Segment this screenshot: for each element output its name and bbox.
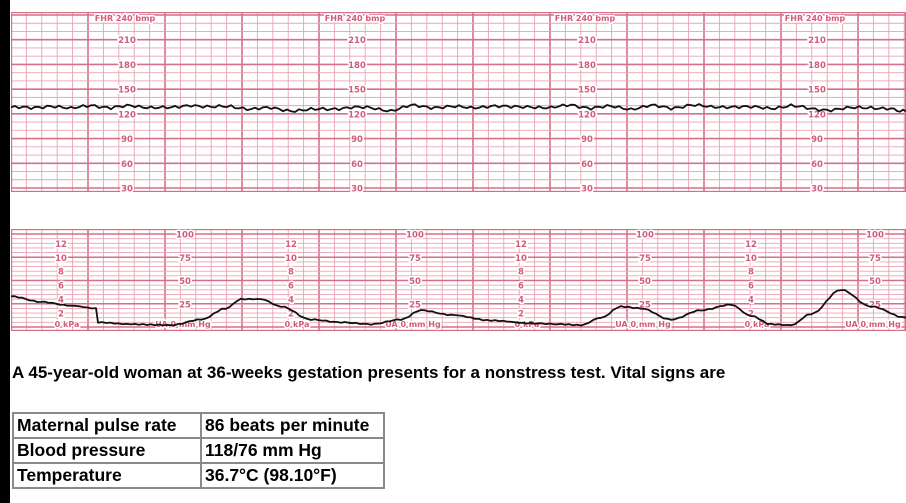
- ua-kpa-tick-label: 12: [745, 240, 757, 250]
- ua-kpa-tick-label: 10: [745, 254, 757, 264]
- vital-value: 118/76 mm Hg: [200, 437, 385, 464]
- ua-mmhg-tick-label: 50: [639, 277, 651, 287]
- fhr-tick-label: 90: [121, 135, 133, 145]
- ua-kpa-axis-label: 0 kPa: [745, 320, 770, 329]
- table-row: Maternal pulse rate 86 beats per minute: [12, 412, 385, 439]
- fhr-tick-label: 180: [118, 61, 136, 71]
- ua-mmhg-tick-label: 75: [409, 254, 421, 264]
- table-row: Temperature 36.7°C (98.10°F): [12, 462, 385, 489]
- fhr-axis-title: FHR 240 bmp: [785, 14, 846, 23]
- ua-kpa-tick-label: 6: [518, 282, 524, 292]
- ua-kpa-tick-label: 4: [288, 296, 294, 306]
- fhr-tick-label: 30: [811, 185, 823, 193]
- ua-kpa-tick-label: 6: [748, 282, 754, 292]
- ua-mmhg-tick-label: 75: [639, 254, 651, 264]
- fhr-tick-label: 60: [351, 160, 363, 170]
- ua-kpa-tick-label: 12: [55, 240, 67, 250]
- fhr-tick-label: 30: [581, 185, 593, 193]
- ua-kpa-axis-label: 0 kPa: [515, 320, 540, 329]
- ua-mmhg-axis-label: UA 0 mm Hg: [385, 320, 441, 329]
- ua-kpa-axis-label: 0 kPa: [55, 320, 80, 329]
- fhr-tick-label: 90: [811, 135, 823, 145]
- ua-mmhg-axis-label: UA 0 mm Hg: [845, 320, 901, 329]
- ua-kpa-tick-label: 10: [55, 254, 67, 264]
- ua-mmhg-axis-label: UA 0 mm Hg: [155, 320, 211, 329]
- fhr-tick-label: 150: [578, 86, 596, 96]
- left-border-bar: [0, 0, 10, 503]
- fhr-axis-title: FHR 240 bmp: [555, 14, 616, 23]
- vital-label: Maternal pulse rate: [12, 412, 202, 439]
- fhr-tick-label: 120: [118, 110, 136, 120]
- fhr-tick-label: 60: [811, 160, 823, 170]
- fhr-tick-label: 90: [581, 135, 593, 145]
- ua-mmhg-tick-label: 50: [179, 277, 191, 287]
- fhr-tick-label: 180: [808, 61, 826, 71]
- vital-signs-table: Maternal pulse rate 86 beats per minute …: [12, 412, 385, 489]
- ua-kpa-tick-label: 4: [58, 296, 64, 306]
- ua-mmhg-tick-label: 75: [869, 254, 881, 264]
- question-stem: A 45-year-old woman at 36-weeks gestatio…: [12, 363, 726, 382]
- fhr-tick-label: 150: [808, 86, 826, 96]
- fhr-axis-title: FHR 240 bmp: [95, 14, 156, 23]
- fhr-tick-label: 210: [578, 36, 596, 46]
- fhr-tick-label: 60: [121, 160, 133, 170]
- ua-mmhg-tick-label: 100: [406, 231, 424, 241]
- vital-value: 36.7°C (98.10°F): [200, 462, 385, 489]
- ua-kpa-tick-label: 4: [518, 296, 524, 306]
- ua-kpa-tick-label: 2: [748, 310, 754, 320]
- ua-mmhg-tick-label: 75: [179, 254, 191, 264]
- fhr-tick-label: 60: [581, 160, 593, 170]
- vital-value: 86 beats per minute: [200, 412, 385, 439]
- fhr-tick-label: 120: [348, 110, 366, 120]
- fhr-tick-label: 30: [121, 185, 133, 193]
- ua-kpa-tick-label: 2: [518, 310, 524, 320]
- ua-kpa-tick-label: 10: [515, 254, 527, 264]
- ua-kpa-tick-label: 8: [288, 268, 294, 278]
- ua-kpa-tick-label: 2: [58, 310, 64, 320]
- fhr-tick-label: 150: [348, 86, 366, 96]
- grid: [11, 12, 906, 192]
- ua-kpa-tick-label: 8: [58, 268, 64, 278]
- ua-mmhg-tick-label: 100: [176, 231, 194, 241]
- ua-mmhg-tick-label: 50: [409, 277, 421, 287]
- ua-mmhg-axis-label: UA 0 mm Hg: [615, 320, 671, 329]
- ua-mmhg-tick-label: 50: [869, 277, 881, 287]
- fhr-tracing-strip: FHR 240 bmp 30 60 90 120 150 180 210 FHR 240 bmp…: [11, 12, 906, 192]
- ua-kpa-tick-label: 12: [515, 240, 527, 250]
- vital-label: Temperature: [12, 462, 202, 489]
- ua-kpa-axis-label: 0 kPa: [285, 320, 310, 329]
- ua-kpa-tick-label: 10: [285, 254, 297, 264]
- ua-kpa-tick-label: 8: [748, 268, 754, 278]
- fhr-trace: [11, 103, 906, 113]
- fhr-tick-label: 210: [808, 36, 826, 46]
- fhr-tick-label: 120: [578, 110, 596, 120]
- table-row: Blood pressure 118/76 mm Hg: [12, 437, 385, 464]
- ua-trace: [11, 289, 906, 327]
- vital-label: Blood pressure: [12, 437, 202, 464]
- ua-kpa-tick-label: 2: [288, 310, 294, 320]
- fhr-tick-label: 210: [348, 36, 366, 46]
- ua-kpa-tick-label: 6: [58, 282, 64, 292]
- ua-mmhg-tick-label: 25: [409, 300, 421, 310]
- ua-kpa-tick-label: 12: [285, 240, 297, 250]
- fhr-axis-title: FHR 240 bmp: [325, 14, 386, 23]
- grid: [11, 229, 906, 331]
- fhr-tick-label: 150: [118, 86, 136, 96]
- fhr-tick-label: 90: [351, 135, 363, 145]
- fhr-tick-label: 120: [808, 110, 826, 120]
- ua-kpa-tick-label: 4: [748, 296, 754, 306]
- ua-mmhg-tick-label: 100: [866, 231, 884, 241]
- fhr-tick-label: 180: [578, 61, 596, 71]
- fhr-tick-label: 180: [348, 61, 366, 71]
- ua-kpa-tick-label: 6: [288, 282, 294, 292]
- ua-mmhg-tick-label: 25: [179, 300, 191, 310]
- ua-kpa-tick-label: 8: [518, 268, 524, 278]
- ua-mmhg-tick-label: 100: [636, 231, 654, 241]
- fhr-tick-label: 210: [118, 36, 136, 46]
- fhr-tick-label: 30: [351, 185, 363, 193]
